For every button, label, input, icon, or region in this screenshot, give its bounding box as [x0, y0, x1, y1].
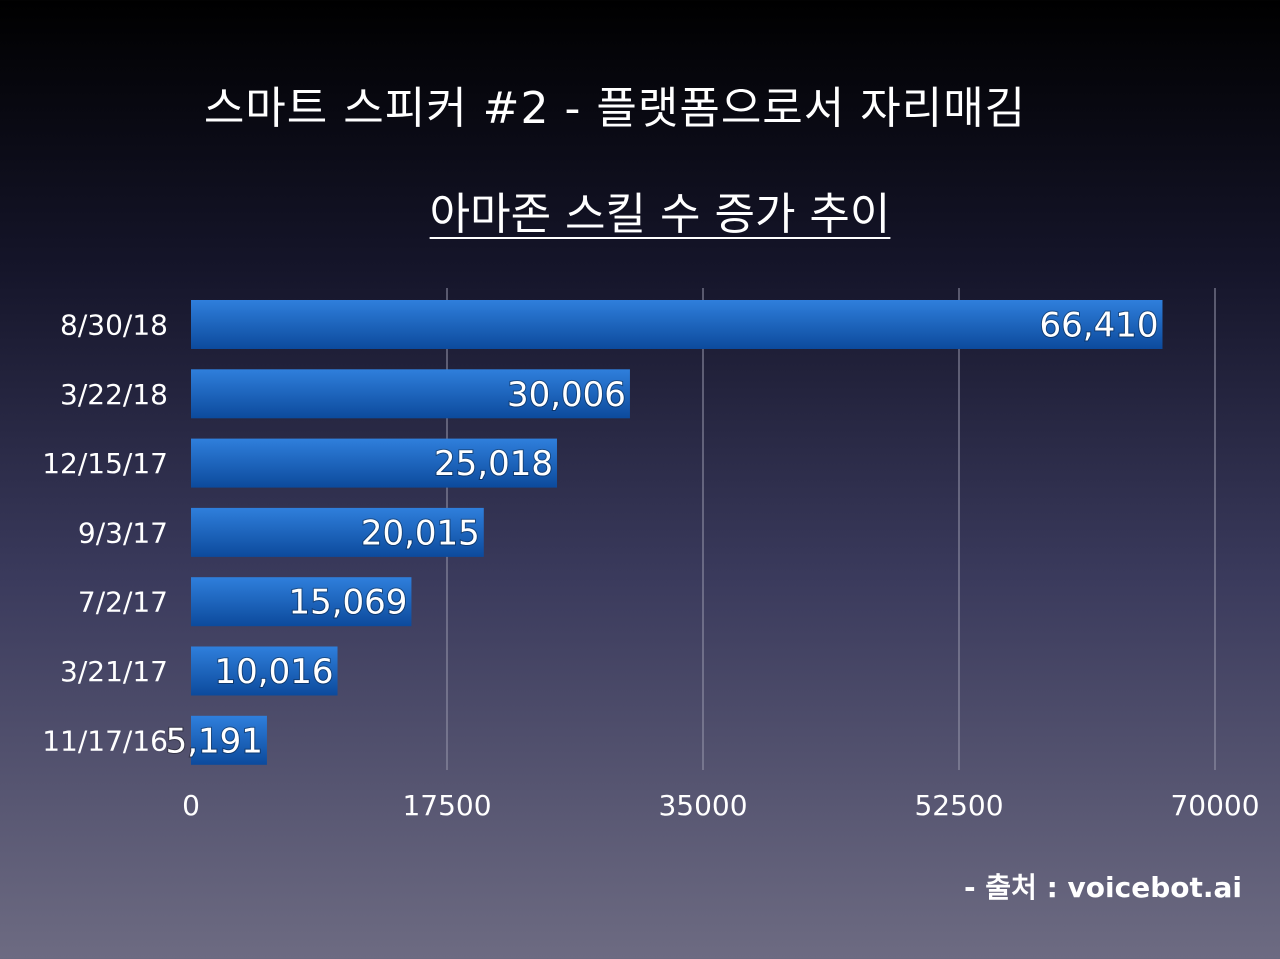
data-label: 25,018 [434, 444, 553, 484]
x-tick-label: 0 [182, 789, 200, 822]
bar [191, 577, 412, 627]
x-tick-label: 35000 [658, 789, 747, 822]
x-tick-label: 52500 [914, 789, 1003, 822]
slide-title: 스마트 스피커 #2 - 플랫폼으로서 자리매김 [203, 83, 1027, 134]
data-label: 15,069 [288, 583, 407, 623]
bar [191, 369, 630, 419]
data-label: 20,015 [361, 513, 480, 553]
x-tick-label: 70000 [1170, 789, 1259, 822]
category-label: 7/2/17 [78, 586, 168, 619]
category-label: 8/30/18 [60, 309, 168, 342]
x-tick-label: 17500 [402, 789, 491, 822]
bar [191, 300, 1163, 349]
bar [191, 715, 267, 765]
data-label: 30,006 [507, 375, 626, 415]
bar [191, 507, 484, 557]
data-label: 10,016 [215, 652, 334, 692]
source-citation: - 출처 : voicebot.ai [963, 871, 1242, 904]
category-label: 11/17/16 [42, 724, 168, 757]
category-label: 9/3/17 [78, 516, 168, 549]
chart-title: 아마존 스킬 수 증가 추이 [429, 189, 891, 240]
category-label: 12/15/17 [42, 447, 168, 480]
bar [191, 438, 557, 488]
data-label: 66,410 [1040, 306, 1159, 346]
data-label: 5,191 [166, 721, 263, 761]
bar [191, 646, 338, 696]
category-label: 3/21/17 [60, 655, 168, 688]
category-label: 3/22/18 [60, 378, 168, 411]
